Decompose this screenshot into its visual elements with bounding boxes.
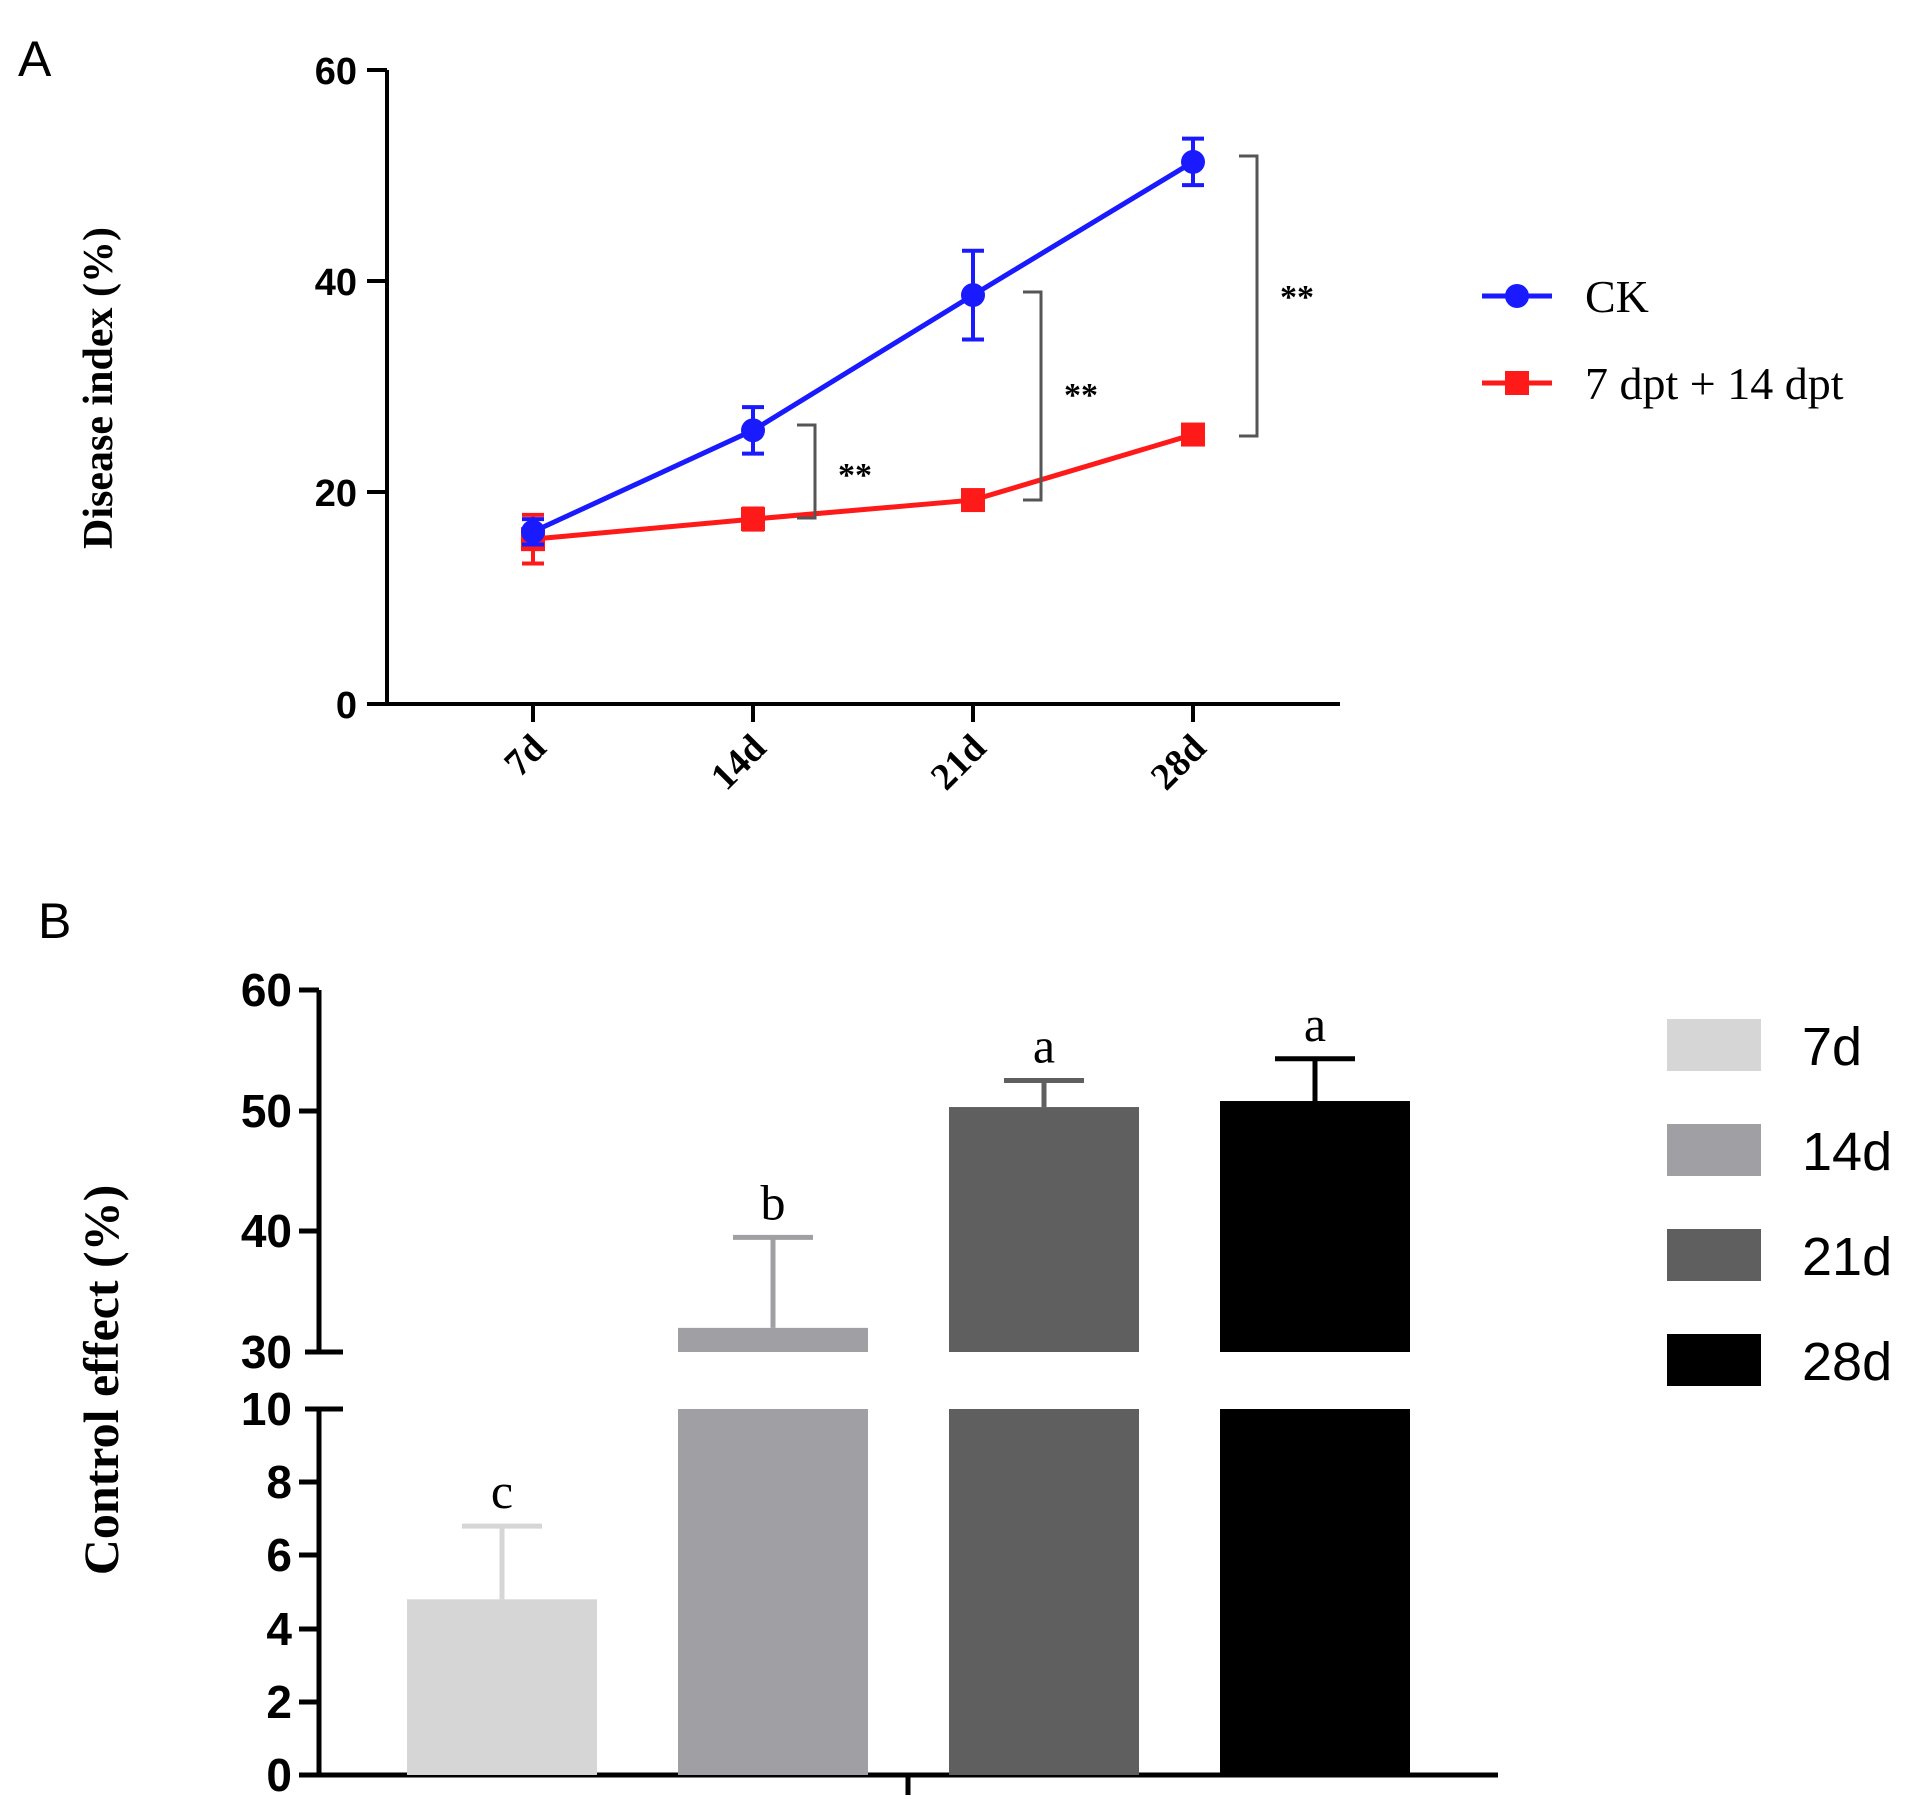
data-point-treatment xyxy=(961,488,985,513)
panel-b-legend: 7d 14d 21d 28d xyxy=(1667,1017,1892,1392)
data-point-treatment xyxy=(1181,422,1205,447)
panel-b-y-ticks-lower: 0 2 4 6 8 10 xyxy=(241,1383,319,1801)
panel-b-bars: c b a a xyxy=(407,996,1410,1775)
panel-b-ytick-label: 2 xyxy=(266,1676,292,1728)
significance-label: ** xyxy=(838,457,872,494)
series-line-ck xyxy=(531,159,1195,535)
panel-a-y-ticks: 0 20 40 60 xyxy=(315,51,387,727)
panel-b-ytick-label: 0 xyxy=(266,1749,292,1801)
legend-marker-ck xyxy=(1505,284,1529,308)
panel-a-xtick-label: 28d xyxy=(1143,727,1215,799)
legend-swatch-21d xyxy=(1667,1229,1761,1281)
bar-28d-lower xyxy=(1220,1409,1410,1775)
panel-b-ytick-label: 60 xyxy=(241,964,292,1016)
data-point-ck xyxy=(521,519,545,544)
significance-bracket xyxy=(1239,154,1259,438)
data-point-ck xyxy=(741,418,765,443)
panel-a-xtick-label: 14d xyxy=(703,727,775,799)
panel-b-y-ticks-upper: 60 50 40 30 xyxy=(241,964,319,1378)
panel-a-letter: A xyxy=(18,31,52,87)
legend-swatch-7d xyxy=(1667,1019,1761,1071)
panel-b-ytick-label: 30 xyxy=(241,1326,292,1378)
panel-a-ytick-label: 60 xyxy=(315,51,357,93)
legend-label-treatment: 7 dpt + 14 dpt xyxy=(1585,358,1844,409)
bar-21d-upper xyxy=(949,1107,1139,1352)
panel-b-ytick-label: 10 xyxy=(241,1383,292,1435)
panel-a-xtick-label: 21d xyxy=(923,727,995,799)
significance-letter: c xyxy=(491,1463,513,1519)
panel-a-x-ticks: 7d 14d 21d 28d xyxy=(496,704,1214,798)
bar-7d xyxy=(407,1599,597,1775)
data-point-treatment xyxy=(741,507,765,532)
data-point-ck xyxy=(1181,149,1205,174)
bar-21d-lower xyxy=(949,1409,1139,1775)
significance-label: ** xyxy=(1064,377,1098,414)
legend-label-21d: 21d xyxy=(1802,1227,1892,1287)
panel-a-ytick-label: 40 xyxy=(315,262,357,304)
panel-a-ytick-label: 0 xyxy=(336,685,357,727)
significance-label: ** xyxy=(1280,279,1314,316)
legend-label-14d: 14d xyxy=(1802,1122,1892,1182)
panel-a-legend: CK 7 dpt + 14 dpt xyxy=(1482,271,1844,409)
panel-a-y-axis-label: Disease index (%) xyxy=(76,227,122,549)
significance-bracket xyxy=(1023,290,1043,502)
panel-a: A 0 20 40 60 Disease index (%) 7d 14d 21… xyxy=(18,31,1844,798)
bar-14d-lower xyxy=(678,1409,868,1775)
bar-28d-upper xyxy=(1220,1101,1410,1352)
panel-b: B 60 50 40 30 0 2 4 6 xyxy=(38,893,1892,1801)
legend-label-ck: CK xyxy=(1585,271,1649,322)
significance-bracket xyxy=(797,423,817,520)
panel-a-ytick-label: 20 xyxy=(315,473,357,515)
panel-a-xtick-label: 7d xyxy=(496,727,554,785)
panel-b-ytick-label: 40 xyxy=(241,1205,292,1257)
panel-b-ytick-label: 6 xyxy=(266,1529,292,1581)
significance-letter: b xyxy=(761,1174,786,1230)
panel-b-ytick-label: 4 xyxy=(266,1603,292,1655)
significance-letter: a xyxy=(1033,1018,1055,1074)
data-point-ck xyxy=(961,283,985,308)
panel-b-ytick-label: 50 xyxy=(241,1085,292,1137)
legend-label-28d: 28d xyxy=(1802,1332,1892,1392)
panel-b-y-axis-label: Control effect (%) xyxy=(73,1185,129,1576)
panel-a-significance: ** ** ** xyxy=(797,154,1314,520)
panel-a-series xyxy=(521,136,1205,566)
series-line-treatment xyxy=(532,432,1194,542)
significance-letter: a xyxy=(1304,996,1326,1052)
panel-b-ytick-label: 8 xyxy=(266,1456,292,1508)
legend-marker-treatment xyxy=(1505,371,1529,395)
legend-label-7d: 7d xyxy=(1802,1017,1862,1077)
panel-b-letter: B xyxy=(38,893,71,949)
legend-swatch-28d xyxy=(1667,1334,1761,1386)
legend-swatch-14d xyxy=(1667,1124,1761,1176)
bar-14d-upper xyxy=(678,1327,868,1352)
